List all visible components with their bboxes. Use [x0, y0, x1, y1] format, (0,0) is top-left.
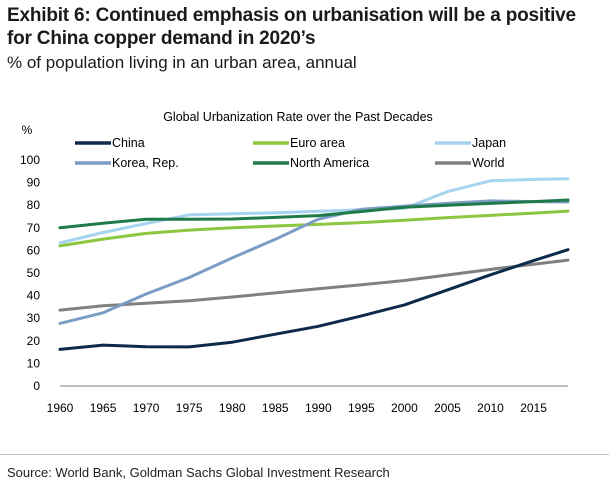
x-tick-label: 1995 — [348, 401, 375, 415]
x-tick-label: 1975 — [176, 401, 203, 415]
y-tick-label: 100 — [20, 153, 40, 167]
x-tick-label: 2005 — [434, 401, 461, 415]
legend-label-korea-rep: Korea, Rep. — [112, 156, 179, 170]
x-tick-label: 1965 — [90, 401, 117, 415]
y-tick-label: 0 — [33, 379, 40, 393]
y-axis-unit-label: % — [22, 123, 33, 137]
legend-label-euro-area: Euro area — [290, 136, 345, 150]
chart-series-lines — [58, 177, 570, 351]
legend-label-japan: Japan — [472, 136, 506, 150]
series-line-japan — [58, 177, 570, 245]
legend-label-world: World — [472, 156, 504, 170]
x-tick-label: 2000 — [391, 401, 418, 415]
y-tick-label: 60 — [27, 243, 41, 257]
exhibit-title: Exhibit 6: Continued emphasis on urbanis… — [7, 5, 576, 49]
exhibit-subtitle: % of population living in an urban area,… — [7, 53, 357, 72]
x-tick-label: 2010 — [477, 401, 504, 415]
x-tick-label: 1960 — [47, 401, 74, 415]
y-tick-label: 50 — [27, 266, 41, 280]
x-tick-label: 2015 — [520, 401, 547, 415]
y-tick-label: 70 — [27, 221, 41, 235]
y-tick-label: 20 — [27, 334, 41, 348]
series-line-china — [58, 248, 570, 351]
x-tick-label: 1990 — [305, 401, 332, 415]
series-line-world — [58, 258, 570, 312]
source-note: Source: World Bank, Goldman Sachs Global… — [7, 465, 390, 480]
y-tick-label: 80 — [27, 198, 41, 212]
x-tick-label: 1970 — [133, 401, 160, 415]
chart-axes: 0 10 20 30 40 50 60 70 80 90 100 1960 1965 1970 1975 19… — [20, 153, 568, 415]
y-tick-label: 30 — [27, 311, 41, 325]
chart-title: Global Urbanization Rate over the Past D… — [163, 110, 433, 124]
series-line-euro-area — [58, 209, 570, 248]
x-tick-label: 1985 — [262, 401, 289, 415]
x-tick-label: 1980 — [219, 401, 246, 415]
legend-label-north-america: North America — [290, 156, 369, 170]
series-line-north-america — [58, 198, 570, 230]
legend-label-china: China — [112, 136, 145, 150]
footer-divider — [0, 454, 609, 455]
y-tick-label: 10 — [27, 356, 41, 370]
y-tick-label: 40 — [27, 289, 41, 303]
urbanization-line-chart: Global Urbanization Rate over the Past D… — [20, 110, 570, 415]
chart-legend: China Euro area Japan Korea, Rep. North Amer… — [75, 136, 506, 170]
y-tick-label: 90 — [27, 176, 41, 190]
series-line-korea-rep — [58, 199, 570, 325]
